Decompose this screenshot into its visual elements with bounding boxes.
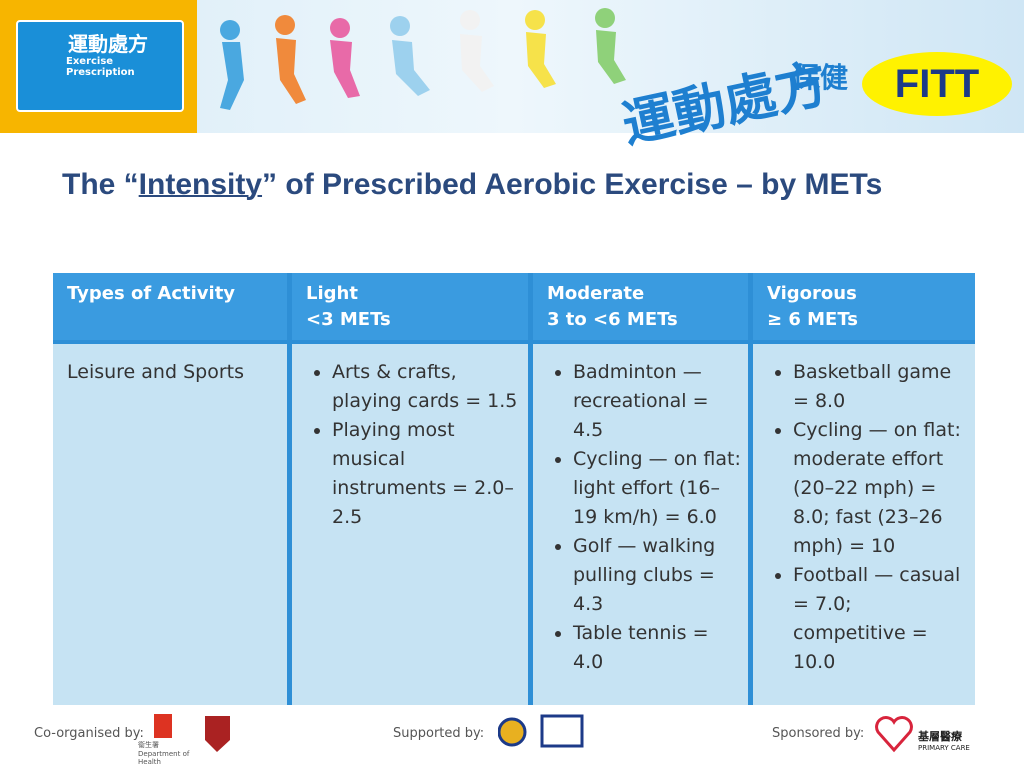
- sponsor-name: 基層醫療: [918, 730, 962, 743]
- sponsor-logo: [875, 716, 913, 753]
- bullet-item: Badminton — recreational = 4.5: [573, 358, 742, 445]
- column-separator: [528, 273, 533, 705]
- title-emphasis: Intensity: [138, 168, 263, 201]
- sponsored-label: Sponsored by:: [772, 726, 865, 741]
- header-cell: Moderate 3 to <6 METs: [533, 273, 748, 340]
- title-prefix: The “: [62, 168, 139, 201]
- intensity-table: Types of Activity Leisure and Sports Light…: [53, 273, 975, 705]
- body-cell: Basketball game = 8.0Cycling — on flat: …: [753, 344, 975, 677]
- bullet-item: Basketball game = 8.0: [793, 358, 969, 416]
- bullet-item: Table tennis = 4.0: [573, 619, 742, 677]
- body-cell: Leisure and Sports: [53, 344, 287, 387]
- supporter-logo-1: [498, 717, 527, 747]
- co-organised-label: Co-organised by:: [34, 726, 144, 741]
- table-column: Moderate 3 to <6 METs Badminton — recreati…: [533, 273, 748, 705]
- table-column: Light <3 METs Arts & crafts, playing cards…: [292, 273, 528, 705]
- body-cell: Arts & crafts, playing cards = 1.5Playin…: [292, 344, 528, 532]
- header-subtitle: ≥ 6 METs: [767, 309, 858, 330]
- table-column: Types of Activity Leisure and Sports: [53, 273, 287, 705]
- bullet-list: Basketball game = 8.0Cycling — on flat: …: [767, 358, 969, 677]
- column-separator: [748, 273, 753, 705]
- header-title: Vigorous: [767, 283, 857, 304]
- header-cell: Vigorous ≥ 6 METs: [753, 273, 975, 340]
- supporter-logos: [498, 714, 584, 748]
- slide-title: The “Intensity” of Prescribed Aerobic Ex…: [62, 162, 922, 208]
- dh-logo: [154, 714, 172, 738]
- logo-panel: 運動處方 Exercise Prescription: [16, 20, 184, 112]
- title-suffix: ” of Prescribed Aerobic Exercise – by ME…: [262, 168, 883, 201]
- logo: 運動處方 Exercise Prescription: [0, 0, 197, 133]
- sponsor-subtitle: PRIMARY CARE: [918, 744, 970, 752]
- header-cell: Types of Activity: [53, 273, 287, 340]
- header-title: Types of Activity: [67, 283, 236, 304]
- supporter-logo-2: [540, 714, 584, 748]
- header-title: Moderate: [547, 283, 645, 304]
- fitt-badge: FITT: [862, 52, 1012, 116]
- logo-title: 運動處方: [68, 32, 148, 56]
- header-subtitle: 3 to <6 METs: [547, 309, 678, 330]
- bullet-item: Football — casual = 7.0; competitive = 1…: [793, 561, 969, 677]
- crest-logo: [205, 716, 230, 752]
- bullet-item: Arts & crafts, playing cards = 1.5: [332, 358, 522, 416]
- bullet-item: Golf — walking pulling clubs = 4.3: [573, 532, 742, 619]
- header-subtitle: <3 METs: [306, 309, 391, 330]
- dept-health-logo-text: 衞生署 Department of Health: [138, 741, 190, 766]
- bullet-list: Badminton — recreational = 4.5Cycling — …: [547, 358, 742, 677]
- supported-label: Supported by:: [393, 726, 485, 741]
- logo-subtitle: Exercise Prescription: [66, 56, 135, 78]
- bullet-item: Playing most musical instruments = 2.0–2…: [332, 416, 522, 532]
- co-organiser-logos: [154, 714, 230, 752]
- bullet-item: Cycling — on flat: light effort (16–19 k…: [573, 445, 742, 532]
- bullet-item: Cycling — on flat: moderate effort (20–2…: [793, 416, 969, 561]
- header-title: Light: [306, 283, 358, 304]
- athlete-figures: [220, 8, 626, 110]
- table-column: Vigorous ≥ 6 METs Basketball game = 8.0Cyc…: [753, 273, 975, 705]
- body-cell: Badminton — recreational = 4.5Cycling — …: [533, 344, 748, 677]
- bullet-list: Arts & crafts, playing cards = 1.5Playin…: [306, 358, 522, 532]
- header-cell: Light <3 METs: [292, 273, 528, 340]
- header-separator: [53, 340, 975, 344]
- banner-subtitle: 保健: [792, 61, 849, 94]
- activity-type: Leisure and Sports: [67, 361, 244, 383]
- column-separator: [287, 273, 292, 705]
